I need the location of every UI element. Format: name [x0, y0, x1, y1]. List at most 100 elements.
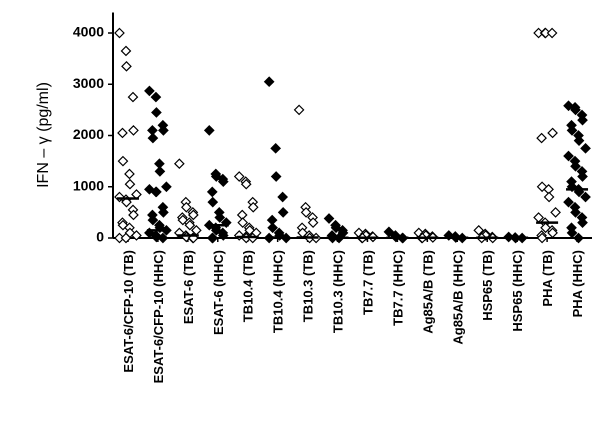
- data-point: [206, 186, 218, 198]
- data-point: [207, 232, 219, 244]
- data-point: [207, 196, 219, 208]
- data-point: [383, 226, 395, 238]
- data-point: [124, 178, 136, 190]
- data-point: [177, 214, 189, 226]
- data-point: [114, 27, 125, 39]
- data-point: [536, 232, 548, 244]
- data-point: [307, 217, 319, 228]
- y-tick-label: 3000: [73, 75, 104, 91]
- data-point: [121, 196, 132, 208]
- x-tick-label: HSP65 (HHC): [510, 250, 525, 332]
- data-point: [240, 178, 252, 190]
- data-point: [277, 207, 289, 218]
- data-point: [203, 125, 215, 136]
- data-point: [577, 114, 588, 126]
- data-point: [536, 132, 547, 144]
- data-point: [573, 232, 584, 244]
- data-point: [180, 201, 192, 213]
- data-point: [154, 166, 166, 177]
- x-tick-label: ESAT-6 (HHC): [211, 250, 226, 335]
- data-point: [536, 181, 548, 193]
- data-point: [151, 186, 162, 198]
- y-axis-label: IFN – γ (pg/ml): [35, 82, 52, 188]
- data-point: [131, 230, 142, 241]
- data-point: [547, 227, 558, 239]
- data-point: [233, 171, 245, 182]
- data-point: [577, 171, 588, 182]
- x-tick-label: TB10.3 (TB): [301, 250, 316, 322]
- x-tick-label: TB10.4 (HHC): [271, 250, 286, 333]
- data-point: [214, 212, 226, 223]
- data-point: [127, 91, 139, 103]
- data-point: [566, 227, 578, 239]
- data-point: [173, 158, 185, 170]
- data-point: [151, 107, 162, 118]
- y-tick-label: 1000: [73, 177, 104, 193]
- data-point: [563, 150, 574, 162]
- data-point: [120, 45, 132, 57]
- data-point: [144, 183, 155, 195]
- data-point: [270, 171, 282, 182]
- data-point: [540, 222, 551, 234]
- data-point: [128, 209, 139, 221]
- data-point: [147, 214, 159, 226]
- x-tick-label: TB7.7 (TB): [360, 250, 375, 315]
- data-point: [323, 213, 335, 224]
- data-point: [121, 60, 132, 72]
- data-point: [580, 191, 591, 203]
- data-point: [161, 181, 172, 193]
- data-point: [293, 104, 305, 116]
- data-point: [151, 231, 162, 243]
- data-point: [550, 207, 561, 218]
- data-point: [543, 191, 555, 203]
- data-point: [237, 217, 249, 228]
- data-point: [147, 132, 159, 144]
- x-tick-label: ESAT-6/CFP-10 (HHC): [151, 250, 166, 383]
- data-point: [150, 91, 162, 103]
- data-point: [573, 135, 585, 146]
- data-point: [577, 217, 588, 228]
- data-point: [274, 230, 286, 241]
- y-tick-label: 0: [96, 229, 104, 245]
- data-point: [120, 232, 132, 244]
- data-point: [580, 142, 591, 154]
- x-tick-label: PHA (TB): [540, 250, 555, 307]
- data-point: [570, 104, 581, 116]
- data-point: [117, 219, 129, 231]
- data-point: [267, 222, 279, 234]
- data-point: [300, 207, 312, 218]
- data-point: [566, 125, 578, 136]
- data-point: [144, 85, 155, 97]
- x-tick-label: Ag85A/B (TB): [420, 250, 435, 334]
- x-tick-label: PHA (HHC): [570, 250, 585, 317]
- x-tick-label: ESAT-6 (TB): [181, 250, 196, 324]
- x-tick-label: TB10.3 (HHC): [331, 250, 346, 333]
- y-tick-label: 4000: [73, 24, 104, 40]
- x-tick-label: HSP65 (TB): [480, 250, 495, 321]
- data-point: [210, 224, 222, 236]
- data-point: [233, 230, 245, 241]
- data-point: [187, 209, 199, 221]
- data-point: [247, 201, 259, 213]
- data-point: [217, 230, 229, 241]
- data-point: [157, 232, 169, 244]
- x-tick-label: TB10.4 (TB): [241, 250, 256, 322]
- x-tick-label: Ag85A/B (HHC): [450, 250, 465, 345]
- data-point: [117, 127, 128, 139]
- data-point: [473, 224, 485, 236]
- data-point: [117, 155, 129, 167]
- data-point: [277, 191, 289, 203]
- data-point: [184, 219, 196, 231]
- x-tick-label: TB7.7 (HHC): [390, 250, 405, 326]
- y-tick-label: 2000: [73, 126, 104, 142]
- data-point: [570, 160, 581, 172]
- data-point: [217, 176, 229, 187]
- data-point: [158, 125, 169, 136]
- data-point: [563, 196, 574, 208]
- data-point: [546, 27, 558, 39]
- data-point: [124, 168, 135, 180]
- data-point: [263, 76, 275, 88]
- data-point: [128, 125, 139, 136]
- data-point: [158, 207, 169, 218]
